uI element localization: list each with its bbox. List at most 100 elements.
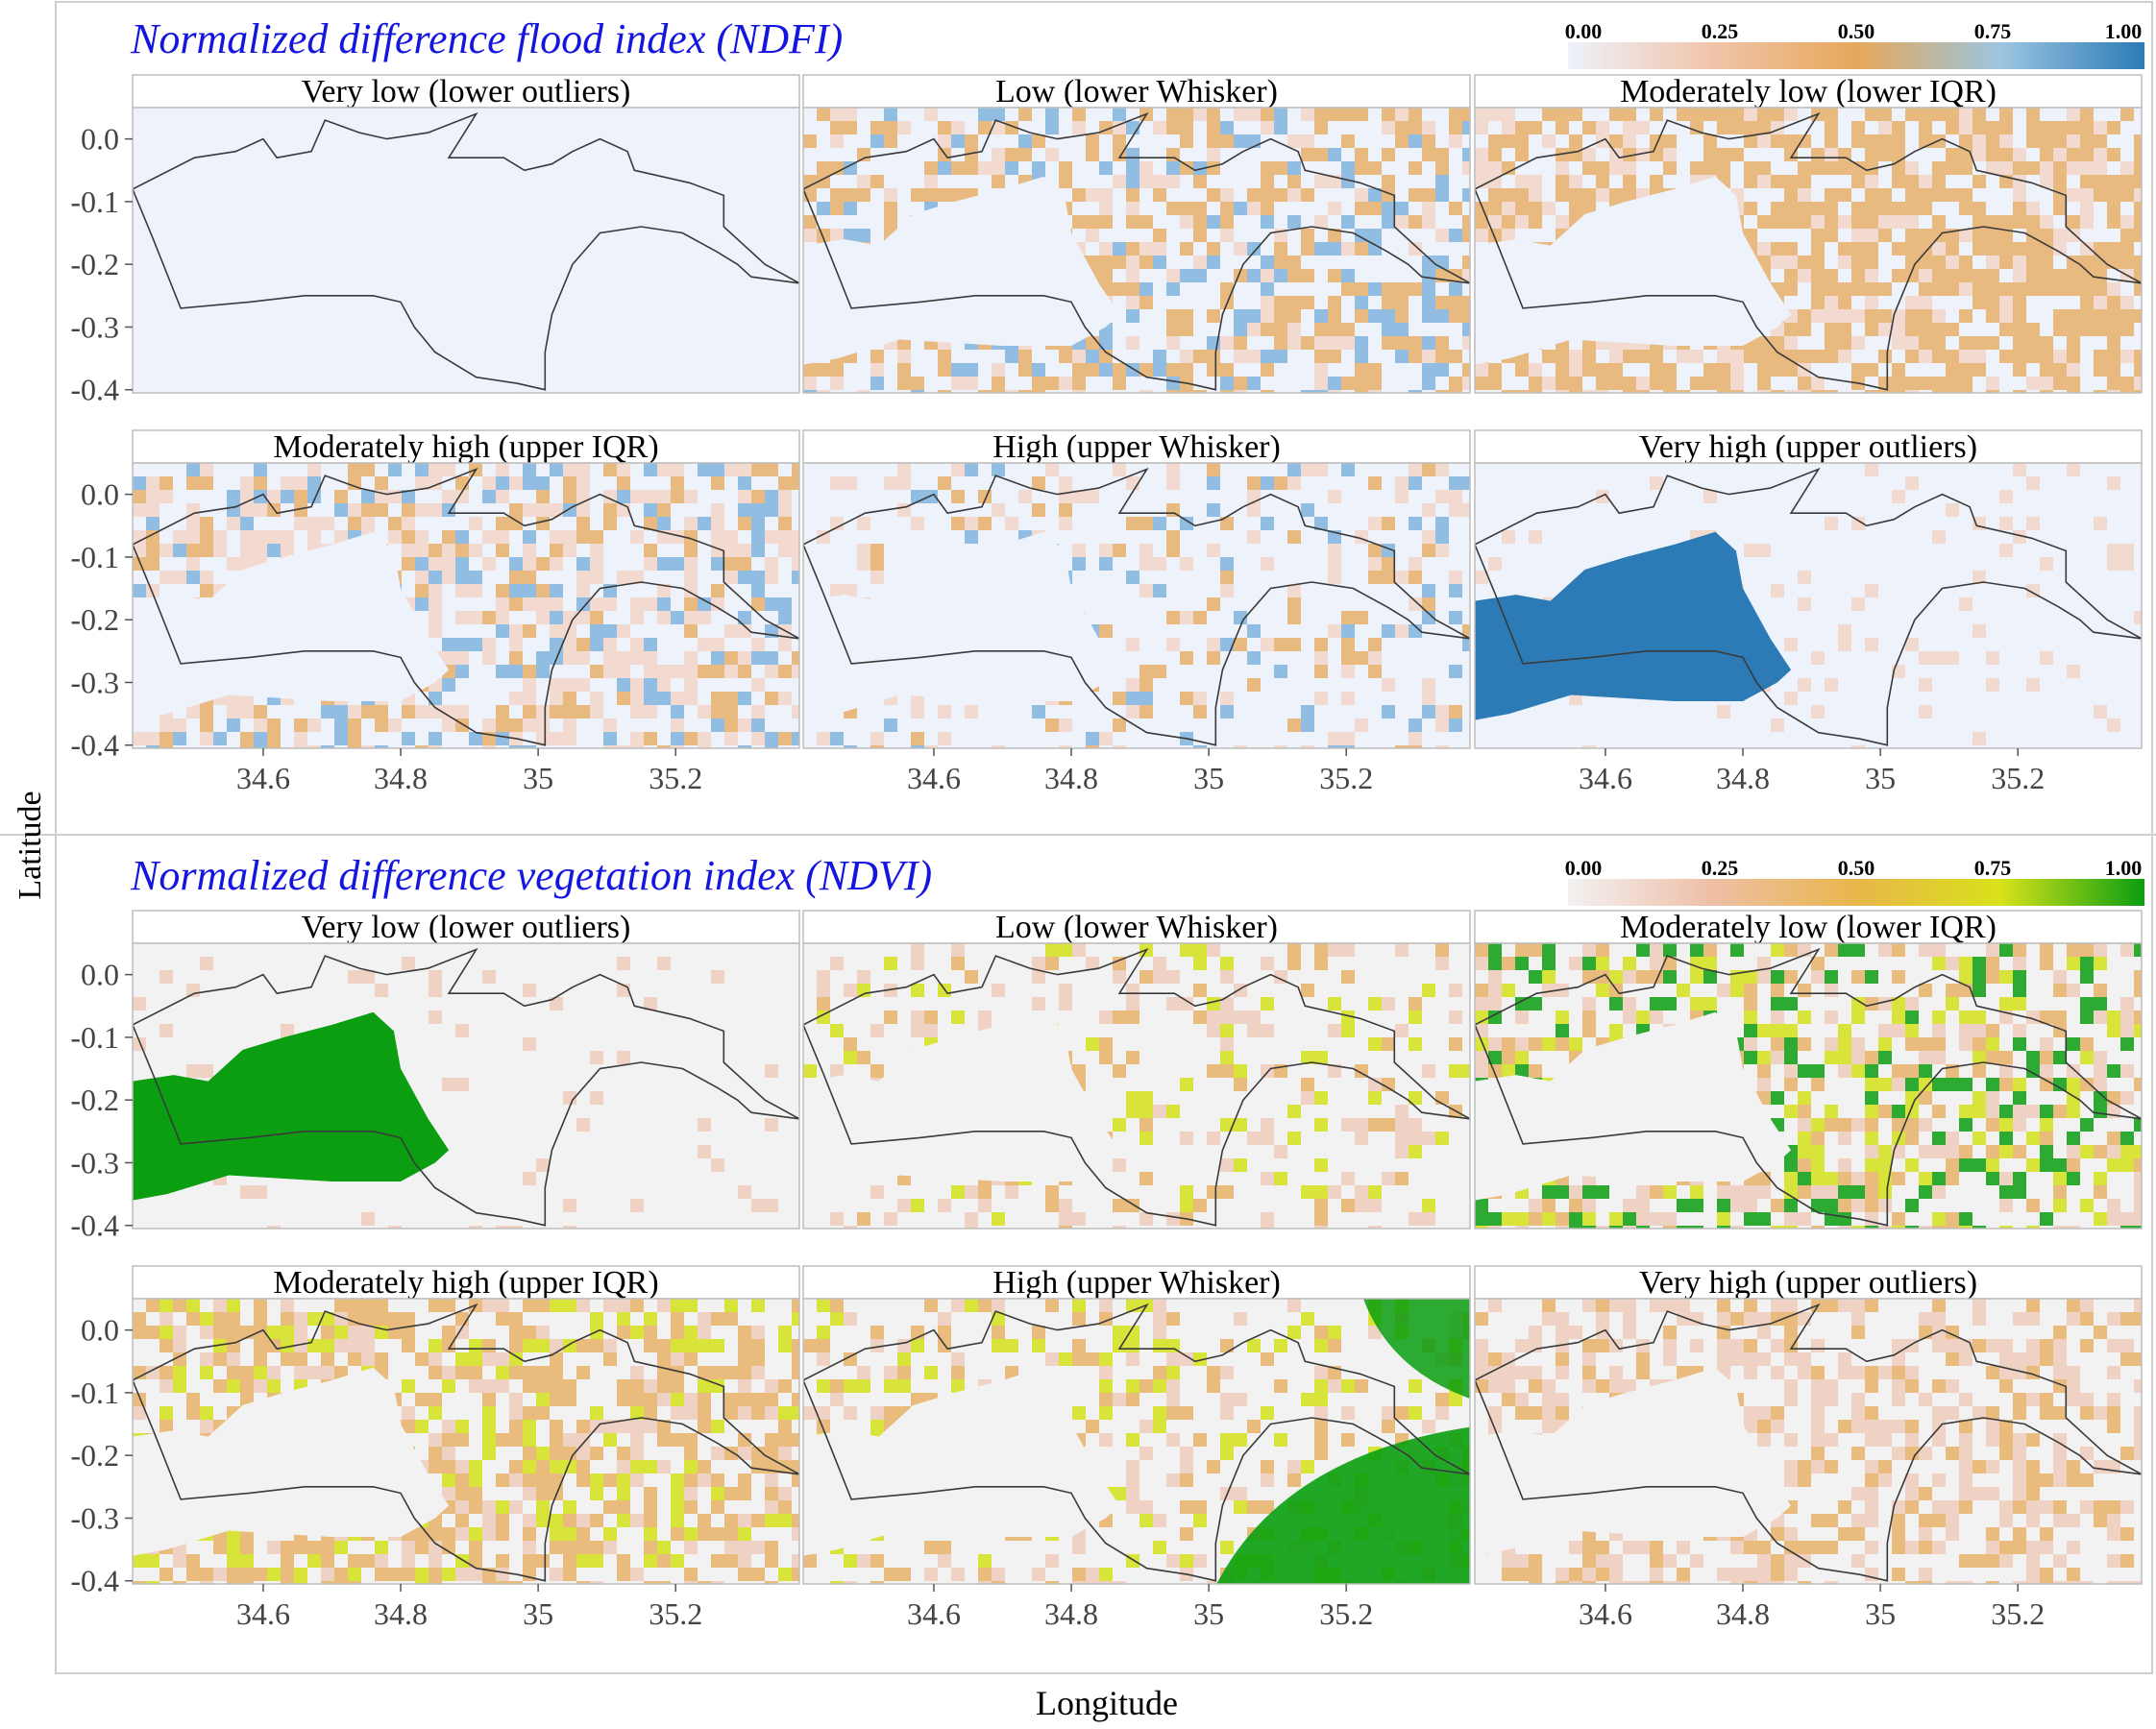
ndfi-map-panel: Very low (lower outliers) <box>132 74 800 394</box>
panel-title: Low (lower Whisker) <box>995 910 1278 945</box>
y-tick-label: -0.4 <box>70 1564 119 1598</box>
y-tick-label: 0.0 <box>81 122 119 157</box>
x-tick-label: 35.2 <box>1319 1596 1373 1631</box>
raster-layer <box>803 943 1470 1229</box>
boundary-line <box>1475 111 2142 284</box>
y-tick-label: 0.0 <box>81 1313 119 1348</box>
x-tick-label: 34.8 <box>1716 761 1770 795</box>
boundary-line <box>803 1303 1470 1475</box>
y-tick-label: -0.1 <box>70 184 119 219</box>
ndvi-map-panel: Moderately low (lower IQR) <box>1474 910 2143 1230</box>
x-axis-label: Longitude <box>1036 1684 1178 1722</box>
boundary-line <box>133 1024 799 1227</box>
boundary-line <box>133 947 799 1120</box>
lake-region <box>133 176 450 365</box>
ndfi-colorbar-legend: 0.00 0.25 0.50 0.75 1.00 <box>1565 19 2144 69</box>
ndfi-map-panel: Low (lower Whisker) <box>802 74 1471 394</box>
x-tick-label: 35 <box>1193 1596 1224 1631</box>
lake-region <box>1475 531 1792 720</box>
raster-layer <box>1475 1299 2142 1584</box>
raster-layer <box>1475 108 2142 393</box>
lake-region <box>1475 1011 1792 1201</box>
panel-title: Moderately low (lower IQR) <box>1620 74 1997 110</box>
ndvi-colorbar-legend: 0.00 0.25 0.50 0.75 1.00 <box>1565 856 2144 906</box>
raster-layer <box>133 463 799 748</box>
x-tick-label: 35.2 <box>1991 1596 2045 1631</box>
ndfi-map-panel: High (upper Whisker) <box>802 429 1471 749</box>
ndfi-legend-tick: 0.00 <box>1565 19 1603 43</box>
ndfi-colorbar <box>1568 42 2144 69</box>
ndfi-map-panel: Moderately high (upper IQR) <box>132 429 800 749</box>
panel-grid: Very low (lower outliers) Low (lower Whis… <box>70 74 2143 1631</box>
boundary-line <box>1475 947 2142 1120</box>
raster-layer <box>803 108 1470 393</box>
ndfi-legend-tick: 0.25 <box>1702 19 1739 43</box>
y-tick-label: -0.4 <box>70 728 119 763</box>
x-tick-label: 34.8 <box>1716 1596 1770 1631</box>
lake-region <box>803 1011 1120 1201</box>
y-tick-label: -0.3 <box>70 1500 119 1535</box>
y-tick-label: -0.1 <box>70 540 119 574</box>
boundary-line <box>1475 1379 2142 1582</box>
ndvi-legend-tick: 0.25 <box>1702 856 1739 880</box>
y-tick-label: -0.2 <box>70 1438 119 1473</box>
y-axis-label: Latitude <box>12 791 48 899</box>
ndvi-legend-tick: 0.00 <box>1565 856 1603 880</box>
x-tick-label: 34.8 <box>1044 1596 1098 1631</box>
y-tick-label: -0.1 <box>70 1020 119 1055</box>
ndvi-section-title: Normalized difference vegetation index (… <box>130 852 932 899</box>
ndfi-legend-tick: 0.75 <box>1974 19 2012 43</box>
panel-strip <box>1474 74 2143 109</box>
y-tick-label: -0.3 <box>70 309 119 344</box>
y-tick-label: -0.4 <box>70 373 119 407</box>
panel-strip <box>802 1265 1471 1300</box>
y-tick-label: -0.2 <box>70 1083 119 1117</box>
y-tick-label: 0.0 <box>81 477 119 512</box>
boundary-line <box>803 947 1470 1120</box>
boundary-line <box>1475 467 2142 640</box>
panel-title: High (upper Whisker) <box>992 1265 1281 1301</box>
boundary-line <box>133 111 799 284</box>
lake-region <box>803 1367 1120 1556</box>
ndfi-section-title: Normalized difference flood index (NDFI) <box>130 15 843 62</box>
boundary-line <box>1475 188 2142 391</box>
ndvi-map-panel: Very high (upper outliers) <box>1474 1265 2143 1585</box>
ndvi-legend-tick: 1.00 <box>2105 856 2143 880</box>
panel-title: Very low (lower outliers) <box>302 910 631 945</box>
x-tick-label: 34.6 <box>907 761 961 795</box>
x-tick-label: 35 <box>1865 1596 1896 1631</box>
x-tick-label: 34.6 <box>907 1596 961 1631</box>
figure-frame <box>55 1 2153 1674</box>
boundary-line <box>1475 1024 2142 1227</box>
lake-region <box>803 176 1120 365</box>
ndvi-colorbar <box>1568 879 2144 906</box>
x-tick-label: 34.8 <box>374 761 428 795</box>
boundary-line <box>133 467 799 640</box>
y-tick-label: -0.4 <box>70 1208 119 1243</box>
ndvi-legend-tick: 0.75 <box>1974 856 2012 880</box>
x-tick-label: 35 <box>1865 761 1896 795</box>
raster-layer <box>803 463 1470 748</box>
x-tick-label: 35.2 <box>649 761 702 795</box>
boundary-line <box>133 544 799 746</box>
boundary-line <box>803 544 1470 746</box>
boundary-line <box>1475 544 2142 746</box>
x-tick-label: 35 <box>1193 761 1224 795</box>
y-tick-label: -0.3 <box>70 665 119 699</box>
x-tick-label: 34.6 <box>236 1596 290 1631</box>
ndvi-map-panel: Very low (lower outliers) <box>132 910 800 1230</box>
boundary-line <box>803 188 1470 391</box>
lake-region <box>803 531 1120 720</box>
y-tick-label: -0.2 <box>70 247 119 281</box>
boundary-line <box>1475 1303 2142 1475</box>
panel-strip <box>132 910 800 944</box>
lake-region <box>1475 1367 1792 1556</box>
y-tick-label: -0.1 <box>70 1376 119 1410</box>
ndfi-map-panel: Moderately low (lower IQR) <box>1474 74 2143 394</box>
panel-title: Moderately high (upper IQR) <box>273 429 658 465</box>
panel-title: Very high (upper outliers) <box>1639 1265 1977 1301</box>
ndfi-legend-tick: 0.50 <box>1838 19 1875 43</box>
x-tick-label: 34.6 <box>1579 1596 1632 1631</box>
raster-layer <box>133 1299 799 1584</box>
y-tick-label: -0.2 <box>70 602 119 637</box>
